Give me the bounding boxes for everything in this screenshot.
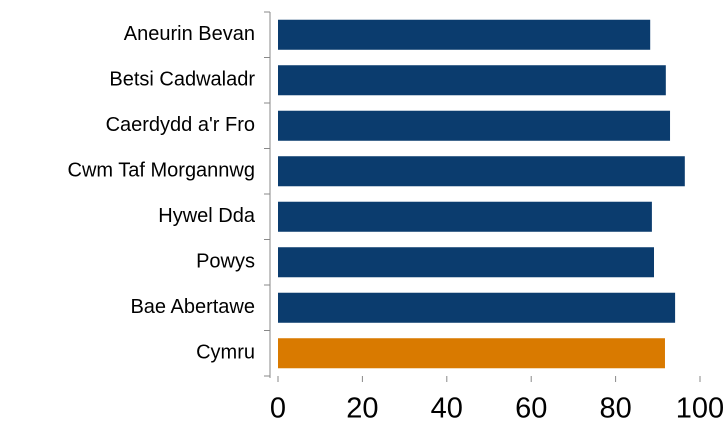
y-tick-label: Bae Abertawe (130, 296, 255, 318)
x-tick-label: 0 (270, 393, 286, 425)
bar (278, 110, 671, 141)
bar (278, 338, 665, 369)
y-tick-label: Hywel Dda (158, 205, 256, 227)
x-tick-label: 80 (599, 393, 631, 425)
y-tick-label: Powys (196, 251, 255, 273)
y-tick-label: Betsi Cadwaladr (109, 69, 255, 91)
bar (278, 292, 676, 323)
y-tick-label: Aneurin Bevan (124, 23, 255, 45)
x-tick-label: 100 (676, 393, 724, 425)
y-tick-label: Cwm Taf Morgannwg (68, 160, 255, 182)
x-tick-label: 60 (515, 393, 547, 425)
bar (278, 201, 652, 232)
bar (278, 156, 685, 187)
bar (278, 19, 651, 50)
bar (278, 65, 666, 96)
x-tick-label: 20 (346, 393, 378, 425)
y-tick-label: Caerdydd a'r Fro (106, 114, 255, 136)
x-tick-label: 40 (431, 393, 463, 425)
y-tick-label: Cymru (196, 342, 255, 364)
bar (278, 247, 655, 278)
